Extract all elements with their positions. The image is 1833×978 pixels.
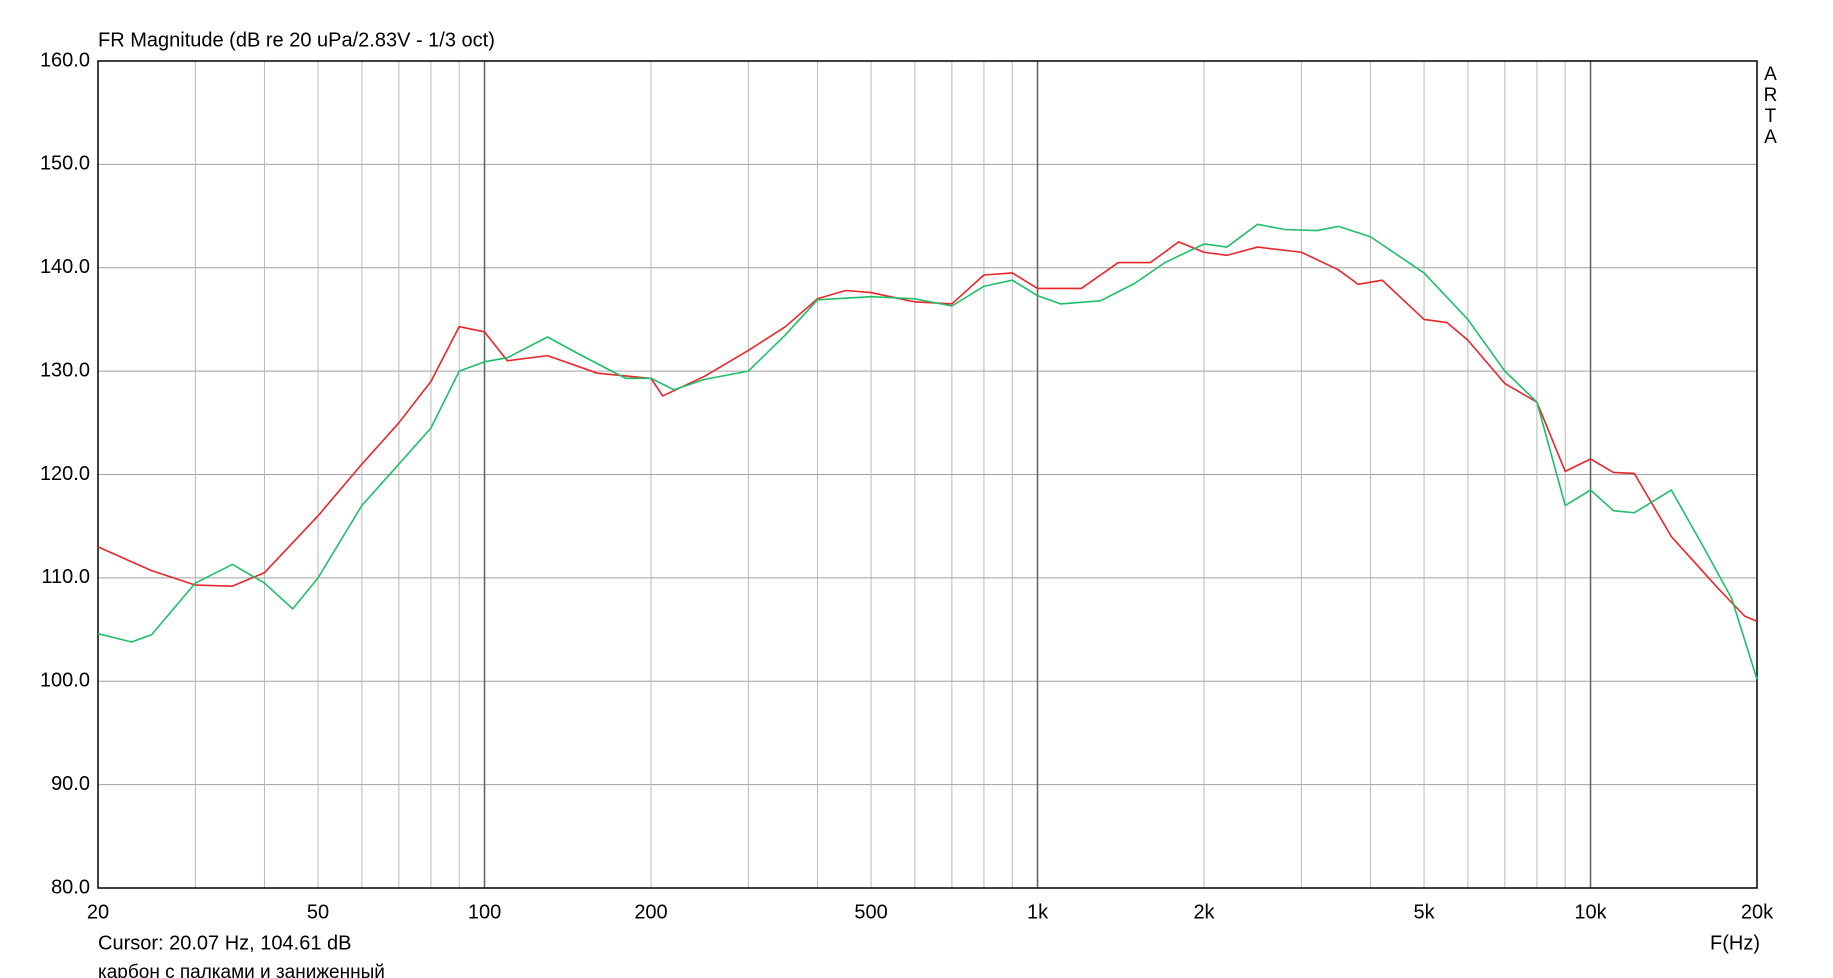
y-tick-label: 80.0 [51,876,90,898]
y-tick-label: 110.0 [41,566,90,588]
chart-title: FR Magnitude (dB re 20 uPa/2.83V - 1/3 o… [98,29,495,51]
y-tick-label: 90.0 [51,773,90,795]
watermark: ARTA [1760,64,1781,148]
x-tick-label: 5k [1413,901,1435,923]
plot-frame [97,60,1758,889]
x-tick-label: 1k [1027,901,1049,923]
y-tick-label: 160.0 [40,49,90,71]
caption: карбон с палками и заниженный [98,962,385,978]
x-axis-label: F(Hz) [1710,932,1760,954]
y-tick-label: 130.0 [40,359,90,381]
x-tick-label: 20k [1741,901,1774,923]
x-tick-label: 200 [634,901,667,923]
x-tick-label: 50 [307,901,329,923]
series-line [97,223,1758,680]
series-line [97,241,1758,623]
x-tick-label: 10k [1574,901,1607,923]
x-tick-label: 500 [854,901,887,923]
x-tick-label: 100 [468,901,501,923]
x-tick-label: 2k [1193,901,1215,923]
cursor-readout: Cursor: 20.07 Hz, 104.61 dB [98,932,351,954]
y-tick-label: 150.0 [40,153,90,175]
x-tick-label: 20 [87,901,109,923]
y-tick-label: 100.0 [40,670,90,692]
y-tick-label: 140.0 [40,256,90,278]
y-tick-label: 120.0 [40,463,90,485]
